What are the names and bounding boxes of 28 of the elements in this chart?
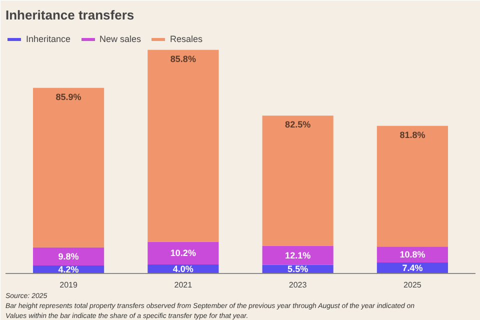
- legend-label: Inheritance: [26, 34, 71, 44]
- bar: [33, 88, 104, 248]
- annotation: 5.5%: [288, 264, 308, 274]
- x-tick-label: 2019: [60, 280, 78, 290]
- annotation: 4.2%: [58, 264, 79, 274]
- annotation: 9.8%: [58, 251, 79, 262]
- x-tick-label: 2021: [174, 280, 193, 290]
- bar: [262, 246, 334, 265]
- annotation: 10.2%: [170, 248, 196, 258]
- annotation: 82.5%: [285, 120, 311, 130]
- annotation: 10.8%: [400, 250, 426, 260]
- legend-label: New sales: [100, 34, 142, 44]
- bar: [33, 247, 104, 266]
- annotation: 85.9%: [56, 92, 82, 102]
- annotation: 81.8%: [400, 130, 426, 140]
- annotation: 7.4%: [402, 263, 423, 274]
- bar: [376, 246, 448, 263]
- legend-label: Resales: [170, 34, 203, 44]
- annotation: 12.1%: [285, 250, 311, 260]
- annotation: 85.8%: [170, 54, 196, 64]
- bar: [376, 126, 448, 247]
- annotation: 4.0%: [172, 264, 194, 274]
- bar: [262, 116, 334, 246]
- bar: [148, 50, 219, 242]
- x-tick-label: 2023: [288, 280, 308, 290]
- bar: [148, 242, 219, 265]
- x-tick-label: 2025: [404, 280, 422, 290]
- chart-title: Inheritance transfers: [6, 8, 134, 22]
